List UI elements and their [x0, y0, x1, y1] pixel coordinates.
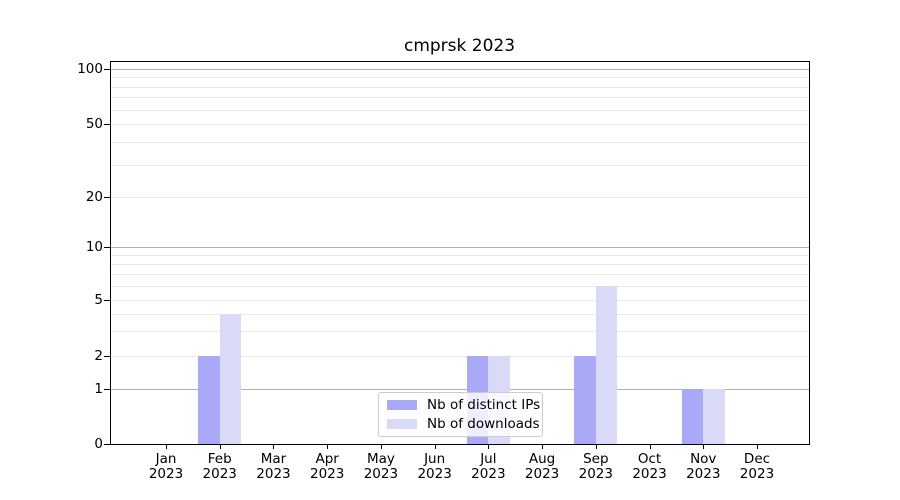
y-tick-label: 10: [85, 239, 103, 255]
x-tick-year: 2023: [739, 465, 775, 482]
x-tick-month: Dec: [743, 451, 771, 467]
y-gridline-minor: [111, 313, 809, 315]
x-tick-label: Mar 2023: [241, 452, 305, 481]
y-gridline-major: [111, 389, 809, 390]
bar-feb-downloads: [219, 313, 242, 444]
legend-item: Nb of distinct IPs: [379, 397, 542, 413]
y-gridline-minor: [111, 264, 809, 266]
x-tick-month: Aug: [528, 451, 556, 467]
y-tick-label: 1: [94, 381, 103, 397]
x-tick-month: Sep: [583, 451, 609, 467]
legend-item-label: Nb of distinct IPs: [427, 397, 541, 413]
legend-swatch-icon: [387, 400, 417, 410]
y-tick-mark: [104, 444, 110, 445]
x-tick-month: Feb: [207, 451, 232, 467]
x-tick-label: May 2023: [349, 452, 413, 481]
x-tick-mark: [542, 445, 544, 449]
y-gridline-minor: [111, 124, 809, 125]
bar-sep-downloads: [595, 286, 618, 444]
y-gridline-minor: [111, 356, 809, 357]
x-tick-year: 2023: [578, 465, 613, 482]
x-tick-year: 2023: [202, 465, 237, 482]
x-tick-mark: [434, 445, 436, 449]
x-tick-label: Feb 2023: [188, 452, 252, 481]
x-tick-year: 2023: [632, 465, 667, 482]
x-tick-month: Jun: [424, 451, 446, 467]
chart-title: cmprsk 2023: [403, 36, 516, 56]
x-tick-month: Nov: [690, 451, 717, 467]
bar-nov-ips: [681, 389, 704, 444]
x-tick-year: 2023: [309, 465, 345, 482]
y-gridline-minor: [111, 141, 809, 143]
x-tick-label: Dec 2023: [725, 452, 789, 481]
y-tick-mark: [104, 124, 110, 125]
x-tick-label: Jul 2023: [456, 452, 520, 481]
x-tick-month: May: [366, 451, 395, 467]
x-tick-label: Sep 2023: [564, 452, 628, 481]
y-gridline-minor: [111, 331, 809, 333]
x-tick-month: Mar: [260, 451, 287, 467]
y-gridline-minor: [111, 97, 809, 99]
x-tick-label: Oct 2023: [618, 452, 682, 481]
y-tick-label: 2: [94, 348, 103, 364]
y-tick-mark: [104, 69, 110, 70]
x-tick-month: Jan: [155, 451, 177, 467]
y-tick-mark: [104, 197, 110, 198]
x-tick-month: Oct: [637, 451, 662, 467]
y-gridline-major: [111, 69, 809, 70]
legend-item: Nb of downloads: [379, 416, 542, 432]
y-tick-label: 50: [85, 116, 103, 132]
x-tick-month: Apr: [315, 451, 339, 467]
y-gridline-minor: [111, 77, 809, 79]
y-tick-label: 20: [85, 189, 103, 205]
x-tick-year: 2023: [256, 465, 291, 482]
y-gridline-major: [111, 247, 809, 248]
x-tick-mark: [273, 445, 275, 449]
y-gridline-minor: [111, 109, 809, 111]
x-tick-year: 2023: [471, 465, 506, 482]
x-tick-mark: [488, 445, 490, 449]
x-tick-mark: [327, 445, 329, 449]
x-tick-mark: [756, 445, 758, 449]
x-tick-label: Aug 2023: [510, 452, 574, 481]
x-tick-mark: [649, 445, 651, 449]
bar-feb-ips: [198, 356, 220, 444]
x-tick-year: 2023: [417, 465, 452, 482]
x-tick-year: 2023: [524, 465, 560, 482]
y-gridline-minor: [111, 255, 809, 257]
y-gridline-minor: [111, 197, 809, 198]
legend-item-label: Nb of downloads: [427, 416, 540, 432]
x-tick-mark: [380, 445, 382, 449]
bar-sep-ips: [574, 356, 596, 444]
x-tick-label: Nov 2023: [671, 452, 735, 481]
y-gridline-minor: [111, 274, 809, 276]
legend: Nb of distinct IPs Nb of downloads: [378, 392, 543, 437]
x-tick-year: 2023: [363, 465, 399, 482]
y-tick-mark: [104, 389, 110, 390]
x-tick-year: 2023: [148, 465, 184, 482]
y-gridline-minor: [111, 86, 809, 88]
legend-swatch-icon: [387, 419, 417, 429]
y-gridline-minor: [111, 286, 809, 288]
bar-nov-downloads: [703, 389, 725, 444]
x-tick-month: Jul: [480, 451, 497, 467]
y-tick-mark: [104, 300, 110, 301]
x-tick-mark: [703, 445, 705, 449]
y-tick-label: 100: [77, 61, 103, 77]
plot-area: [110, 61, 810, 445]
x-tick-label: Jan 2023: [134, 452, 198, 481]
y-gridline-minor: [111, 164, 809, 166]
y-tick-mark: [104, 247, 110, 248]
x-tick-mark: [166, 445, 167, 449]
x-tick-mark: [595, 445, 597, 449]
x-tick-label: Jun 2023: [403, 452, 467, 481]
x-tick-label: Apr 2023: [295, 452, 359, 481]
x-tick-mark: [219, 445, 221, 449]
y-tick-label: 0: [94, 436, 103, 452]
y-tick-mark: [104, 356, 110, 357]
x-tick-year: 2023: [686, 465, 721, 482]
y-gridline-minor: [111, 300, 809, 301]
y-tick-label: 5: [94, 292, 103, 308]
